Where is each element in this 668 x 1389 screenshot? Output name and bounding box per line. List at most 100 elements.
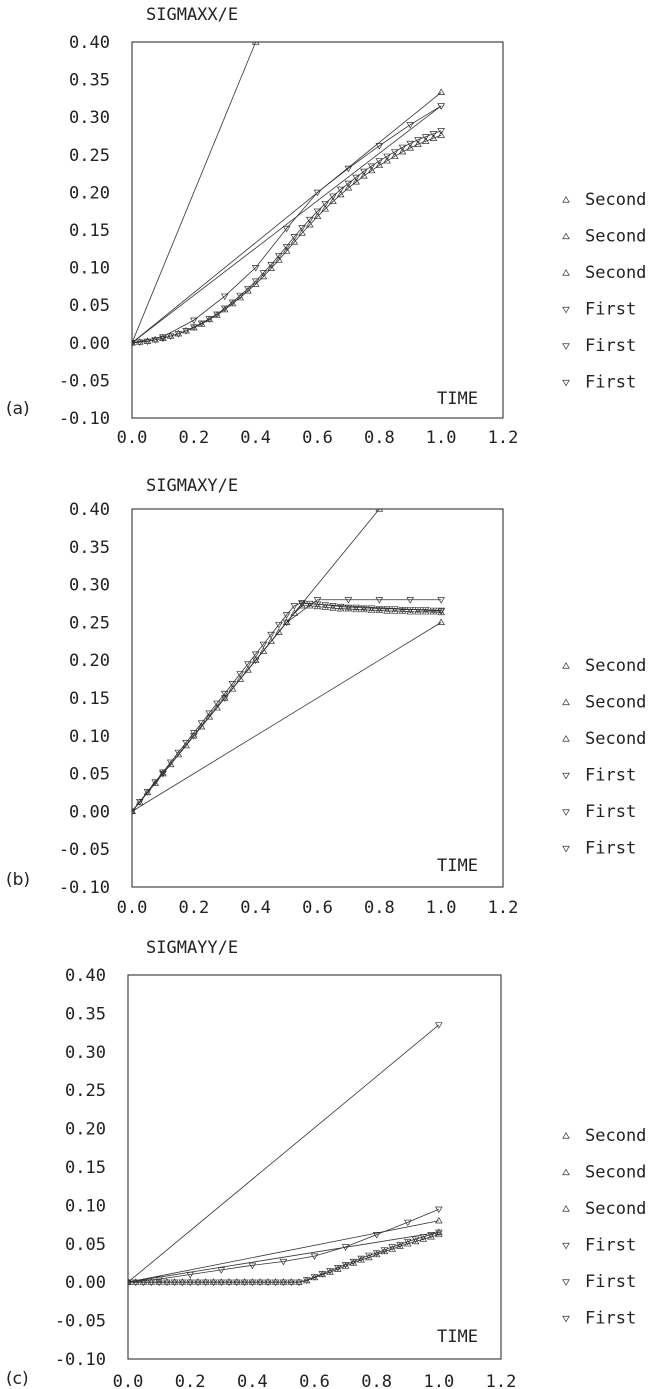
x-tick-label: 0.8	[364, 428, 395, 448]
data-point	[421, 607, 430, 615]
data-point	[390, 149, 399, 156]
data-point	[427, 1232, 435, 1240]
data-point	[135, 339, 144, 346]
data-point	[421, 134, 430, 141]
x-tick-label: 1.2	[488, 428, 519, 448]
data-point	[336, 604, 345, 612]
legend-label: Second	[585, 693, 646, 713]
data-point	[365, 1253, 373, 1261]
legend-item: Second	[562, 729, 646, 749]
data-point	[290, 609, 299, 616]
panel-label: (a)	[6, 399, 30, 419]
data-point	[367, 605, 376, 612]
data-point	[390, 152, 399, 159]
data-point	[305, 220, 314, 228]
series-4	[132, 128, 445, 347]
data-point	[344, 183, 353, 191]
data-point	[310, 1253, 319, 1260]
legend-item: Second	[562, 190, 646, 210]
data-point	[411, 1236, 420, 1244]
data-point	[259, 641, 268, 649]
data-point	[264, 1278, 272, 1285]
data-point	[225, 1279, 233, 1287]
data-point	[213, 700, 221, 708]
data-point	[329, 197, 337, 205]
data-point	[213, 703, 221, 711]
data-point	[236, 292, 245, 300]
x-tick-label: 1.0	[426, 428, 457, 448]
legend-marker	[562, 269, 570, 276]
data-point	[365, 1252, 373, 1260]
data-point	[429, 131, 438, 138]
x-axis-label: TIME	[437, 1327, 478, 1347]
legend-marker	[562, 306, 570, 314]
legend-item: Second	[562, 1199, 646, 1219]
legend-item: First	[562, 802, 636, 822]
data-point	[396, 1241, 404, 1249]
legend-label: Second	[585, 1199, 646, 1219]
legend-label: First	[585, 1272, 636, 1292]
data-point	[159, 334, 167, 341]
data-point	[264, 1279, 272, 1287]
data-point	[344, 180, 353, 188]
legend-item: First	[562, 1309, 636, 1329]
x-axis-label: TIME	[437, 389, 478, 409]
data-point	[403, 1238, 412, 1246]
data-point	[398, 144, 407, 152]
y-tick-labels: 0.40 0.35 0.30 0.25 0.20 0.15 0.10 0.05 0.00 -0.0…	[59, 500, 110, 898]
x-tick-label: 0.8	[364, 898, 395, 918]
data-point	[159, 769, 167, 776]
data-point	[194, 1278, 202, 1285]
data-point	[290, 238, 299, 245]
data-point	[217, 1279, 226, 1287]
x-tick-label: 0.6	[302, 898, 333, 918]
data-point	[383, 606, 391, 613]
data-point	[349, 1258, 358, 1266]
data-point	[128, 1279, 132, 1287]
data-point	[267, 631, 275, 639]
data-point	[132, 340, 136, 347]
data-point	[390, 607, 399, 614]
data-point	[388, 1245, 397, 1252]
legend-marker	[562, 1132, 570, 1139]
data-point	[155, 1279, 163, 1287]
panel-a: SIGMAXX/E (a) 0.400.350.300.250.200.150.…	[6, 5, 646, 448]
data-point	[271, 1279, 280, 1287]
series-4	[132, 600, 445, 816]
y-tick-label: 0.05	[69, 765, 110, 785]
y-tick-label: 0.00	[69, 802, 110, 822]
series-line	[128, 1024, 440, 1283]
data-point	[333, 1265, 342, 1272]
y-tick-label: -0.10	[55, 1350, 106, 1370]
series-line	[128, 1208, 439, 1283]
legend-label: Second	[585, 1163, 646, 1183]
plot-frame	[127, 974, 502, 1360]
data-point	[419, 1234, 428, 1241]
data-point	[132, 808, 136, 816]
data-point	[275, 256, 283, 263]
series-group	[128, 1022, 443, 1287]
data-point	[310, 1274, 319, 1281]
y-tick-label: 0.00	[69, 334, 110, 354]
x-tick-label: 1.0	[426, 898, 457, 918]
data-point	[414, 607, 422, 615]
y-tick-label: 0.15	[65, 1158, 106, 1178]
data-point	[182, 328, 190, 335]
data-point	[298, 600, 306, 608]
x-tick-label: 0.0	[117, 428, 148, 448]
y-tick-label: 0.40	[69, 33, 110, 53]
data-point	[375, 597, 384, 604]
data-point	[236, 671, 245, 678]
panel-label: (c)	[6, 1369, 29, 1389]
data-point	[131, 1279, 140, 1287]
data-point	[435, 1228, 443, 1235]
data-point	[151, 337, 159, 344]
x-tick-label: 0.4	[240, 898, 271, 918]
data-point	[437, 618, 445, 625]
y-tick-label: 0.10	[69, 259, 110, 279]
data-point	[248, 1279, 257, 1287]
data-point	[367, 606, 376, 613]
data-point	[352, 605, 360, 613]
series-5	[132, 597, 445, 816]
legend-label: First	[585, 336, 636, 356]
